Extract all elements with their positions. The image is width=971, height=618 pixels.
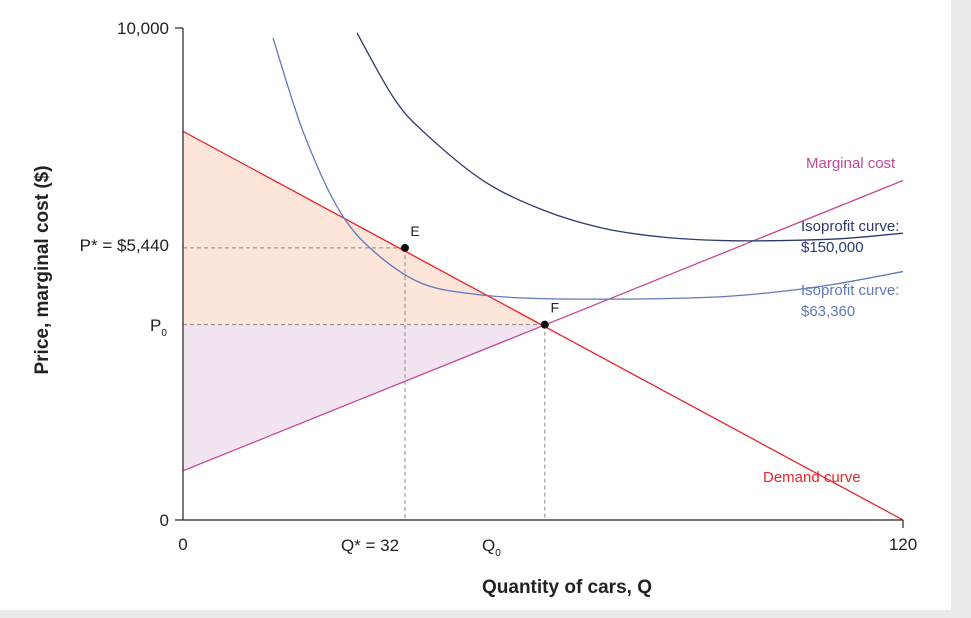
consumer-surplus-area <box>183 131 545 325</box>
demand-curve-label: Demand curve <box>763 469 861 486</box>
reference-lines <box>183 247 546 520</box>
y-axis-title: Price, marginal cost ($) <box>32 165 53 374</box>
p0-label-sub: 0 <box>161 328 167 339</box>
isoprofit-63360-label-line2: $63,360 <box>801 303 855 320</box>
x-tick-label-zero: 0 <box>178 535 187 554</box>
points: EF <box>401 223 559 329</box>
p0-label-main: P <box>150 316 161 335</box>
surplus-regions <box>183 131 545 471</box>
x-tick-label-right: 120 <box>889 535 917 554</box>
isoprofit-63360-label-line1: Isoprofit curve: <box>801 282 899 299</box>
y-tick-label-zero: 0 <box>160 511 169 530</box>
point-e-marker <box>401 243 409 252</box>
q0-label-sub: 0 <box>495 548 501 559</box>
isoprofit-150000-label-line2: $150,000 <box>801 239 864 256</box>
q0-label: Q0 <box>482 536 501 559</box>
y-tick-label-top: 10,000 <box>117 19 169 38</box>
point-e-label: E <box>410 223 419 239</box>
p0-label: P0 <box>150 316 167 339</box>
isoprofit-150000-label-line1: Isoprofit curve: <box>801 218 899 235</box>
x-axis-title: Quantity of cars, Q <box>482 577 652 598</box>
point-f-label: F <box>551 300 560 316</box>
isoprofit-63360-curve <box>272 37 903 300</box>
p-star-label: P* = $5,440 <box>80 236 169 255</box>
marginal-cost-label: Marginal cost <box>806 155 896 172</box>
q-star-label: Q* = 32 <box>341 536 399 555</box>
q0-label-main: Q <box>482 536 495 555</box>
point-f-marker <box>540 320 549 329</box>
isoprofit-150000-curve <box>356 32 903 242</box>
